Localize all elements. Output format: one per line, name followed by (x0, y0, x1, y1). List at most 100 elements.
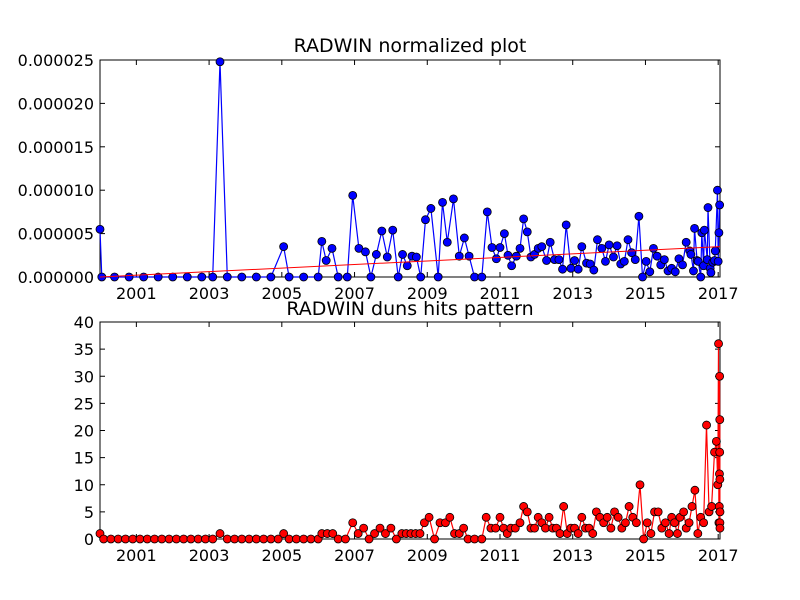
data-point (364, 534, 374, 544)
data-point (341, 534, 350, 544)
y-tick-label: 20 (74, 422, 94, 441)
data-point (215, 57, 225, 67)
data-point (215, 529, 225, 538)
chart-title-duns-hits: RADWIN duns hits pattern (286, 298, 533, 320)
data-point (515, 518, 525, 528)
data-point (686, 250, 696, 259)
data-point (715, 415, 725, 425)
data-point (377, 226, 387, 236)
data-point (464, 251, 474, 261)
data-point (635, 480, 645, 490)
data-point (706, 268, 716, 278)
data-point (634, 211, 644, 221)
data-point (470, 534, 479, 544)
chart-title-normalized: RADWIN normalized plot (294, 35, 527, 57)
data-point (328, 529, 338, 538)
data-point (459, 523, 469, 533)
data-point (715, 474, 725, 484)
data-point (139, 272, 149, 282)
data-point (353, 529, 363, 538)
data-point (359, 523, 369, 533)
data-point (613, 512, 623, 522)
data-point (537, 242, 547, 252)
data-point (135, 534, 145, 544)
data-point (602, 512, 612, 522)
data-point (197, 272, 207, 282)
data-point (619, 256, 629, 266)
data-point (687, 502, 697, 511)
data-point (597, 243, 607, 253)
data-point (715, 523, 725, 533)
data-point (693, 529, 703, 538)
data-point (477, 272, 487, 282)
data-point (230, 534, 239, 544)
duns-hits-panel: RADWIN duns hits pattern 0 5 10 15 20 25 30 35 4… (74, 298, 739, 565)
data-point (433, 272, 443, 282)
x-tick-label: 2003 (189, 284, 230, 303)
data-point (503, 250, 513, 260)
data-point (684, 518, 694, 528)
data-point (259, 534, 269, 544)
data-point (411, 252, 421, 262)
data-point (299, 534, 309, 544)
data-point (659, 255, 669, 265)
data-point (519, 214, 529, 224)
data-point (445, 512, 455, 522)
data-point (99, 534, 109, 544)
data-point (515, 243, 525, 253)
data-point (251, 272, 261, 282)
data-point (621, 518, 630, 528)
data-point (222, 272, 232, 282)
data-point (630, 255, 640, 265)
data-point (388, 225, 398, 235)
y-tick-label: 30 (74, 367, 94, 386)
data-point (321, 256, 331, 265)
data-point (661, 518, 670, 528)
data-point (577, 242, 587, 252)
data-point (164, 534, 174, 544)
data-point (623, 235, 633, 245)
data-point (544, 512, 554, 522)
x-tick-label: 2001 (116, 284, 157, 303)
x-tick-label: 2007 (334, 546, 375, 565)
x-tick-label: 2007 (334, 284, 375, 303)
y-tick-label: 35 (74, 340, 94, 359)
data-point (142, 534, 152, 544)
data-point (495, 243, 505, 252)
data-point (589, 265, 599, 275)
data-point (491, 523, 501, 533)
data-point (566, 263, 576, 273)
data-point (713, 256, 723, 266)
data-point (559, 502, 569, 511)
data-point (208, 534, 218, 544)
data-point (201, 534, 210, 544)
data-point (715, 507, 725, 517)
data-point (477, 534, 487, 544)
data-point (702, 420, 711, 430)
data-point (153, 272, 163, 282)
data-point (507, 261, 517, 271)
data-point (707, 502, 717, 511)
x-tick-label: 2009 (407, 546, 448, 565)
data-point (673, 529, 682, 538)
data-point (193, 534, 203, 544)
trend-line (99, 246, 721, 278)
x-tick-label: 2005 (261, 546, 302, 565)
data-point (421, 215, 430, 225)
y-tick-label: 40 (74, 313, 94, 332)
data-point (284, 534, 294, 544)
y-tick-label: 10 (74, 476, 94, 495)
data-point (179, 534, 189, 544)
data-point (237, 272, 247, 282)
data-point (482, 207, 492, 217)
data-point (573, 264, 583, 274)
data-point (186, 534, 196, 544)
data-point (652, 251, 662, 261)
data-point (333, 272, 343, 282)
plot-area (95, 339, 725, 544)
data-point (266, 534, 276, 544)
data-point (481, 512, 491, 522)
data-point (244, 534, 254, 544)
y-tick-label: 0.000010 (18, 181, 94, 200)
data-point (113, 534, 123, 544)
